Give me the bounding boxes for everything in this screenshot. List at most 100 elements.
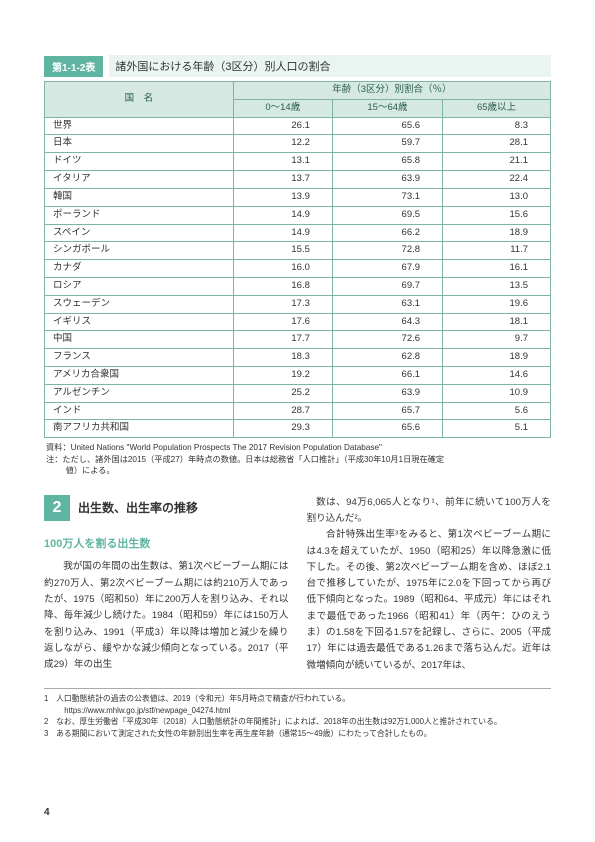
table-row: シンガポール15.572.811.7 <box>45 242 551 260</box>
col-sub-2: 65歳以上 <box>443 99 551 117</box>
source-line-2b: 値）による。 <box>46 465 551 476</box>
table-row: カナダ16.067.916.1 <box>45 260 551 278</box>
cell-value: 8.3 <box>443 117 551 135</box>
cell-value: 10.9 <box>443 384 551 402</box>
footnote-2: 2 なお、厚生労働省「平成30年（2018）人口動態統計の年間推計」によれば、2… <box>44 716 551 728</box>
body-columns: 2 出生数、出生率の推移 100万人を割る出生数 我が国の年間の出生数は、第1次… <box>44 495 551 674</box>
cell-country: 中国 <box>45 331 234 349</box>
footnote-3: 3 ある期間において測定された女性の年齢別出生率を再生産年齢（通常15～49歳）… <box>44 728 551 740</box>
cell-value: 19.2 <box>233 367 332 385</box>
cell-country: イギリス <box>45 313 234 331</box>
cell-value: 12.2 <box>233 135 332 153</box>
col-sub-1: 15～64歳 <box>332 99 442 117</box>
table-row: インド28.765.75.6 <box>45 402 551 420</box>
cell-value: 72.8 <box>332 242 442 260</box>
table-row: 日本12.259.728.1 <box>45 135 551 153</box>
cell-value: 69.7 <box>332 277 442 295</box>
cell-value: 13.1 <box>233 153 332 171</box>
subsection-heading: 100万人を割る出生数 <box>44 535 289 554</box>
cell-value: 65.8 <box>332 153 442 171</box>
cell-country: カナダ <box>45 260 234 278</box>
footnotes: 1 人口動態統計の過去の公表値は、2019（令和元）年5月時点で精査が行われてい… <box>44 688 551 740</box>
table-row: ドイツ13.165.821.1 <box>45 153 551 171</box>
table-caption: 諸外国における年齢（3区分）別人口の割合 <box>109 55 551 77</box>
cell-value: 16.1 <box>443 260 551 278</box>
cell-value: 14.9 <box>233 224 332 242</box>
right-paragraph-1: 数は、94万6,065人となり¹、前年に続いて100万人を割り込んだ²。 <box>307 495 552 528</box>
cell-value: 19.6 <box>443 295 551 313</box>
table-row: イギリス17.664.318.1 <box>45 313 551 331</box>
cell-value: 62.8 <box>332 349 442 367</box>
table-row: フランス18.362.818.9 <box>45 349 551 367</box>
cell-value: 28.7 <box>233 402 332 420</box>
table-row: アルゼンチン25.263.910.9 <box>45 384 551 402</box>
cell-value: 14.6 <box>443 367 551 385</box>
cell-value: 15.5 <box>233 242 332 260</box>
cell-value: 14.9 <box>233 206 332 224</box>
cell-country: アメリカ合衆国 <box>45 367 234 385</box>
cell-value: 18.3 <box>233 349 332 367</box>
cell-country: イタリア <box>45 171 234 189</box>
cell-value: 64.3 <box>332 313 442 331</box>
table-row: 韓国13.973.113.0 <box>45 188 551 206</box>
cell-value: 66.2 <box>332 224 442 242</box>
cell-value: 13.7 <box>233 171 332 189</box>
cell-value: 29.3 <box>233 420 332 438</box>
cell-value: 16.0 <box>233 260 332 278</box>
cell-value: 18.1 <box>443 313 551 331</box>
source-line-2a: 注：ただし、諸外国は2015（平成27）年時点の数値。日本は総務省「人口推計」（… <box>46 454 551 465</box>
cell-value: 26.1 <box>233 117 332 135</box>
section-number: 2 <box>44 495 70 521</box>
left-paragraph: 我が国の年間の出生数は、第1次ベビーブーム期には約270万人、第2次ベビーブーム… <box>44 559 289 673</box>
cell-value: 65.7 <box>332 402 442 420</box>
cell-value: 69.5 <box>332 206 442 224</box>
table-row: スウェーデン17.363.119.6 <box>45 295 551 313</box>
cell-country: ドイツ <box>45 153 234 171</box>
cell-country: スウェーデン <box>45 295 234 313</box>
cell-value: 18.9 <box>443 349 551 367</box>
cell-value: 13.5 <box>443 277 551 295</box>
right-paragraph-2: 合計特殊出生率³をみると、第1次ベビーブーム期には4.3を超えていたが、1950… <box>307 527 552 674</box>
cell-value: 63.9 <box>332 384 442 402</box>
cell-value: 5.6 <box>443 402 551 420</box>
cell-value: 17.3 <box>233 295 332 313</box>
table-number-badge: 第1-1-2表 <box>44 56 103 77</box>
col-sub-0: 0～14歳 <box>233 99 332 117</box>
cell-value: 65.6 <box>332 420 442 438</box>
source-note: 資料：United Nations "World Population Pros… <box>44 442 551 476</box>
cell-country: 日本 <box>45 135 234 153</box>
cell-value: 16.8 <box>233 277 332 295</box>
population-ratio-table: 国 名 年齢（3区分）別割合（％） 0～14歳 15～64歳 65歳以上 世界2… <box>44 81 551 438</box>
cell-value: 66.1 <box>332 367 442 385</box>
cell-value: 72.6 <box>332 331 442 349</box>
footnote-1-url: https://www.mhlw.go.jp/stf/newpage_04274… <box>44 705 551 717</box>
col-span-header: 年齢（3区分）別割合（％） <box>233 82 550 100</box>
cell-value: 17.7 <box>233 331 332 349</box>
cell-value: 63.9 <box>332 171 442 189</box>
section-title: 出生数、出生率の推移 <box>78 498 198 518</box>
cell-value: 59.7 <box>332 135 442 153</box>
right-column: 数は、94万6,065人となり¹、前年に続いて100万人を割り込んだ²。 合計特… <box>307 495 552 674</box>
cell-value: 9.7 <box>443 331 551 349</box>
cell-value: 25.2 <box>233 384 332 402</box>
cell-country: 南アフリカ共和国 <box>45 420 234 438</box>
cell-country: ロシア <box>45 277 234 295</box>
section-heading: 2 出生数、出生率の推移 <box>44 495 289 521</box>
table-row: スペイン14.966.218.9 <box>45 224 551 242</box>
cell-country: 世界 <box>45 117 234 135</box>
cell-value: 65.6 <box>332 117 442 135</box>
cell-value: 18.9 <box>443 224 551 242</box>
cell-country: フランス <box>45 349 234 367</box>
left-column: 2 出生数、出生率の推移 100万人を割る出生数 我が国の年間の出生数は、第1次… <box>44 495 289 674</box>
table-row: イタリア13.763.922.4 <box>45 171 551 189</box>
cell-country: ポーランド <box>45 206 234 224</box>
cell-value: 67.9 <box>332 260 442 278</box>
page-number: 4 <box>44 807 50 818</box>
cell-value: 5.1 <box>443 420 551 438</box>
cell-country: アルゼンチン <box>45 384 234 402</box>
table-row: 中国17.772.69.7 <box>45 331 551 349</box>
cell-value: 17.6 <box>233 313 332 331</box>
footnote-1: 1 人口動態統計の過去の公表値は、2019（令和元）年5月時点で精査が行われてい… <box>44 693 551 705</box>
col-country-header: 国 名 <box>45 82 234 118</box>
cell-value: 73.1 <box>332 188 442 206</box>
